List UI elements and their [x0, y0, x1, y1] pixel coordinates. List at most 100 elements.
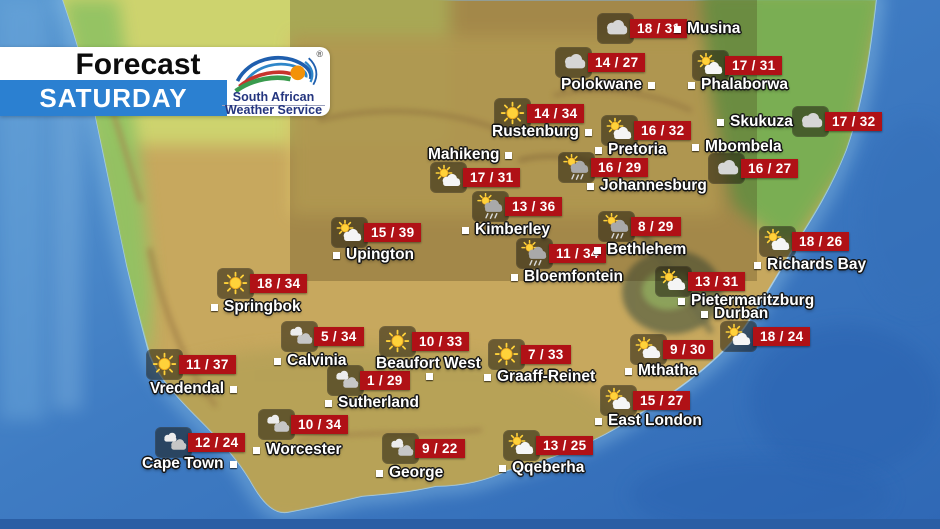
temp-badge: 15 / 39: [364, 223, 422, 242]
city-name: Kimberley: [475, 221, 550, 238]
city-label-cape-town: Cape Town: [142, 455, 237, 473]
city-name: Cape Town: [142, 455, 224, 472]
city-label-sutherland: Sutherland: [325, 394, 419, 412]
station-kimberley: 13 / 36: [472, 191, 563, 222]
city-name: Bethlehem: [607, 241, 687, 258]
temp-badge: 16 / 29: [591, 158, 649, 177]
city-label-upington: Upington: [333, 246, 414, 264]
station-skukuza: 17 / 32: [792, 106, 883, 137]
city-label-johannesburg: Johannesburg: [587, 177, 707, 195]
station-graaff-reinet: 7 / 33: [488, 339, 571, 370]
weather-icon-tile: [258, 409, 295, 440]
city-label-skukuza: Skukuza: [717, 113, 793, 131]
weather-icon-tile: [379, 326, 416, 357]
city-label-musina: Musina: [674, 20, 740, 38]
weather-icon-tile: [503, 430, 540, 461]
bottom-bar: [0, 519, 940, 529]
station-phalaborwa: 17 / 31: [692, 50, 783, 81]
station-mthatha: 9 / 30: [630, 334, 713, 365]
station-springbok: 18 / 34: [217, 268, 308, 299]
temp-badge: 15 / 27: [633, 391, 691, 410]
weather-icon-tile: [146, 349, 183, 380]
station-mahikeng: 17 / 31: [430, 162, 521, 193]
city-label-mahikeng: Mahikeng: [428, 146, 513, 164]
weather-icon-tile: [597, 13, 634, 44]
cloudy-icon: [711, 155, 742, 182]
city-name: Musina: [687, 20, 741, 37]
two-clouds-icon: [261, 411, 292, 438]
saws-swoosh-icon: [234, 55, 318, 92]
city-name: Rustenburg: [492, 123, 579, 140]
weather-icon-tile: [488, 339, 525, 370]
registered-trademark: ®: [316, 49, 323, 59]
station-beaufort-west: 10 / 33: [379, 326, 470, 357]
city-bullet-icon: [376, 469, 383, 477]
temp-badge: 18 / 24: [753, 327, 811, 346]
city-bullet-icon: [647, 81, 655, 89]
city-bullet-icon: [692, 143, 699, 151]
city-bullet-icon: [499, 464, 506, 472]
weather-icon-tile: [430, 162, 467, 193]
partly-sunny-icon: [633, 336, 664, 363]
cloudy-icon: [558, 49, 589, 76]
city-bullet-icon: [462, 226, 469, 234]
city-name: George: [389, 464, 444, 481]
partly-sunny-icon: [334, 219, 365, 246]
weather-icon-tile: [327, 365, 364, 396]
city-bullet-icon: [333, 251, 340, 259]
city-bullet-icon: [594, 246, 601, 254]
weather-icon-tile: [600, 385, 637, 416]
weather-icon-tile: [331, 217, 368, 248]
station-upington: 15 / 39: [331, 217, 422, 248]
city-name: Pietermaritzburg: [691, 292, 815, 309]
city-bullet-icon: [754, 261, 761, 269]
temp-badge: 14 / 27: [588, 53, 646, 72]
city-name: Durban: [714, 305, 769, 322]
partly-sunny-icon: [762, 228, 793, 255]
station-mbombela: 16 / 27: [708, 153, 799, 184]
city-name: Mbombela: [705, 138, 782, 155]
city-bullet-icon: [701, 310, 708, 318]
weather-icon-tile: [555, 47, 592, 78]
temp-badge: 13 / 25: [536, 436, 594, 455]
city-name: Calvinia: [287, 352, 347, 369]
city-label-qqeberha: Qqeberha: [499, 459, 584, 477]
weather-icon-tile: [558, 152, 595, 183]
station-east-london: 15 / 27: [600, 385, 691, 416]
city-name: Vredendal: [150, 380, 225, 397]
city-bullet-icon: [426, 373, 433, 380]
partly-sunny-icon: [433, 164, 464, 191]
city-label-springbok: Springbok: [211, 298, 301, 316]
weather-icon-tile: [516, 238, 553, 269]
city-label-calvinia: Calvinia: [274, 352, 346, 370]
partly-sunny-icon: [506, 432, 537, 459]
city-bullet-icon: [325, 399, 332, 407]
weather-icon-tile: [382, 433, 419, 464]
temp-badge: 11 / 34: [549, 244, 606, 263]
station-bethlehem: 8 / 29: [598, 211, 681, 242]
station-johannesburg: 16 / 29: [558, 152, 649, 183]
station-richards-bay: 18 / 26: [759, 226, 850, 257]
page-title: Forecast: [75, 48, 201, 81]
city-bullet-icon: [584, 128, 592, 136]
city-name: Bloemfontein: [524, 268, 624, 285]
cloudy-icon: [600, 15, 631, 42]
temp-badge: 12 / 24: [188, 433, 246, 452]
partly-sunny-icon: [695, 52, 726, 79]
partly-sunny-icon: [723, 323, 754, 350]
temp-badge: 11 / 37: [179, 355, 236, 374]
city-name: Beaufort West: [376, 355, 481, 372]
temp-badge: 9 / 22: [415, 439, 465, 458]
station-worcester: 10 / 34: [258, 409, 349, 440]
two-clouds-icon: [284, 323, 315, 350]
city-bullet-icon: [230, 385, 238, 393]
city-bullet-icon: [678, 297, 685, 305]
showers-icon: [519, 240, 550, 267]
city-bullet-icon: [595, 146, 602, 154]
city-bullet-icon: [229, 460, 237, 468]
day-label: SATURDAY: [39, 82, 188, 113]
city-label-graaff-reinet: Graaff-Reinet: [484, 368, 595, 386]
temp-badge: 7 / 33: [521, 345, 571, 364]
temp-badge: 18 / 34: [250, 274, 308, 293]
